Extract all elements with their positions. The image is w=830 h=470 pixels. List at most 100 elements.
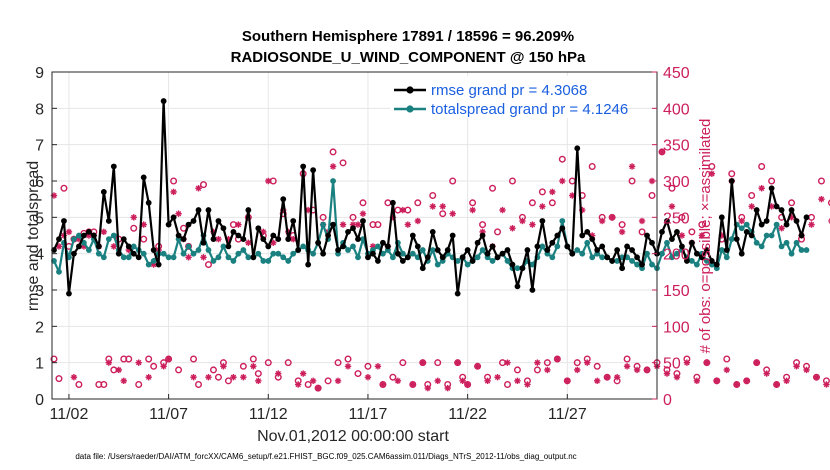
totalspread-point xyxy=(380,250,386,257)
y-tick-label: 8 xyxy=(35,101,44,118)
rmse-point xyxy=(160,98,167,104)
obs-assimilated-point xyxy=(484,377,491,385)
totalspread-point xyxy=(718,247,725,253)
obs-assimilated-point xyxy=(723,366,730,374)
obs-possible-point xyxy=(264,359,272,367)
obs-possible-point xyxy=(254,370,262,378)
rmse-point xyxy=(688,239,695,246)
rmse-point xyxy=(574,145,581,152)
obs-assimilated-point xyxy=(554,355,561,363)
rmse-point xyxy=(285,236,292,243)
rmse-point xyxy=(175,232,182,239)
obs-assimilated-point xyxy=(409,381,417,388)
rmse-point xyxy=(489,243,496,250)
rmse-point xyxy=(798,232,805,239)
rmse-point xyxy=(718,214,725,221)
rmse-point xyxy=(325,232,331,239)
totalspread-point xyxy=(80,239,87,246)
obs-assimilated-point xyxy=(334,377,342,385)
rmse-point xyxy=(245,207,252,213)
obs-assimilated-point xyxy=(260,228,267,236)
rmse-point xyxy=(763,218,770,224)
rmse-point xyxy=(135,254,142,261)
obs-possible-point xyxy=(140,235,148,243)
rmse-point xyxy=(95,243,102,250)
obs-assimilated-point xyxy=(399,206,407,214)
totalspread-point xyxy=(389,254,396,261)
rmse-point xyxy=(454,290,461,297)
totalspread-point xyxy=(375,243,381,250)
rmse-point xyxy=(803,214,810,221)
obs-assimilated-point xyxy=(105,359,113,366)
totalspread-point xyxy=(629,258,635,264)
totalspread-point xyxy=(758,243,765,250)
totalspread-point xyxy=(130,243,137,250)
obs-assimilated-point xyxy=(354,221,362,228)
obs-assimilated-point xyxy=(464,381,471,388)
obs-assimilated-point xyxy=(434,377,441,385)
obs-assimilated-point xyxy=(424,384,431,392)
x-tick-label: 11/27 xyxy=(548,406,587,423)
rmse-point xyxy=(529,287,536,293)
totalspread-point xyxy=(688,258,695,264)
obs-possible-point xyxy=(224,377,232,385)
y2-tick-label: 300 xyxy=(663,174,690,191)
obs-assimilated-point xyxy=(783,377,790,385)
rmse-point xyxy=(758,221,765,228)
y-axis: 0 1 2 3 4 5 6 7 8 9 xyxy=(35,65,57,409)
obs-possible-point xyxy=(199,181,207,189)
obs-assimilated-point xyxy=(160,363,167,370)
obs-assimilated-point xyxy=(559,177,566,185)
legend-rmse-label: rmse grand pr = 4.3068 xyxy=(431,82,587,99)
totalspread-point xyxy=(85,247,92,253)
obs-assimilated-point xyxy=(309,377,317,385)
totalspread-point xyxy=(773,221,780,228)
rmse-point xyxy=(554,232,561,239)
rmse-point xyxy=(409,232,416,239)
obs-assimilated-point xyxy=(813,374,820,381)
obs-assimilated-point xyxy=(743,377,750,385)
obs-possible-point xyxy=(319,213,327,221)
obs-assimilated-point xyxy=(414,217,421,225)
totalspread-point xyxy=(434,261,441,268)
obs-possible-point xyxy=(145,355,153,363)
obs-possible-point xyxy=(135,380,143,388)
rmse-point xyxy=(414,243,421,250)
x-tick-label: 11/17 xyxy=(349,406,388,423)
rmse-point xyxy=(190,218,197,224)
obs-possible-point xyxy=(533,366,541,374)
obs-assimilated-point xyxy=(678,232,686,239)
rmse-point xyxy=(380,239,386,246)
obs-possible-point xyxy=(414,199,422,207)
obs-assimilated-point xyxy=(120,377,127,385)
obs-possible-point xyxy=(768,177,776,185)
rmse-point xyxy=(315,239,322,246)
rmse-point xyxy=(280,196,287,203)
rmse-point xyxy=(768,185,775,192)
rmse-point xyxy=(205,207,212,213)
obs-assimilated-point xyxy=(115,366,122,374)
obs-possible-point xyxy=(788,199,796,207)
footnote: data file: /Users/raeder/DAI/ATM_forcXX/… xyxy=(75,452,576,461)
obs-possible-point xyxy=(384,199,392,207)
obs-possible-point xyxy=(668,184,676,192)
rmse-point xyxy=(100,189,107,195)
totalspread-point xyxy=(454,258,461,264)
rmse-point xyxy=(110,163,117,170)
totalspread-point xyxy=(150,258,157,264)
totalspread-point xyxy=(479,247,486,253)
obs-possible-point xyxy=(503,380,511,388)
rmse-point xyxy=(594,247,601,253)
obs-possible-point xyxy=(708,162,716,170)
obs-possible-point xyxy=(100,380,108,388)
rmse-point xyxy=(66,290,72,297)
totalspread-point xyxy=(579,250,586,257)
obs-assimilated-point xyxy=(145,374,152,381)
obs-possible-point xyxy=(469,199,477,207)
totalspread-point xyxy=(674,250,680,257)
rmse-point xyxy=(340,243,346,250)
obs-possible-point xyxy=(284,359,292,367)
rmse-point xyxy=(459,254,466,261)
rmse-point xyxy=(703,247,710,253)
obs-assimilated-point xyxy=(808,221,815,228)
